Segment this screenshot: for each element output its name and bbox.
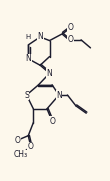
Text: O: O bbox=[15, 136, 21, 145]
Text: N: N bbox=[37, 32, 43, 41]
Text: O: O bbox=[28, 142, 34, 151]
Text: O: O bbox=[68, 35, 74, 44]
Text: H: H bbox=[25, 34, 30, 40]
Text: O: O bbox=[49, 117, 55, 126]
Text: N: N bbox=[47, 69, 52, 78]
Text: N: N bbox=[56, 90, 62, 100]
Text: N: N bbox=[25, 54, 31, 63]
Text: S: S bbox=[24, 90, 29, 100]
Text: CH₃: CH₃ bbox=[14, 150, 28, 159]
Text: O: O bbox=[68, 23, 74, 32]
